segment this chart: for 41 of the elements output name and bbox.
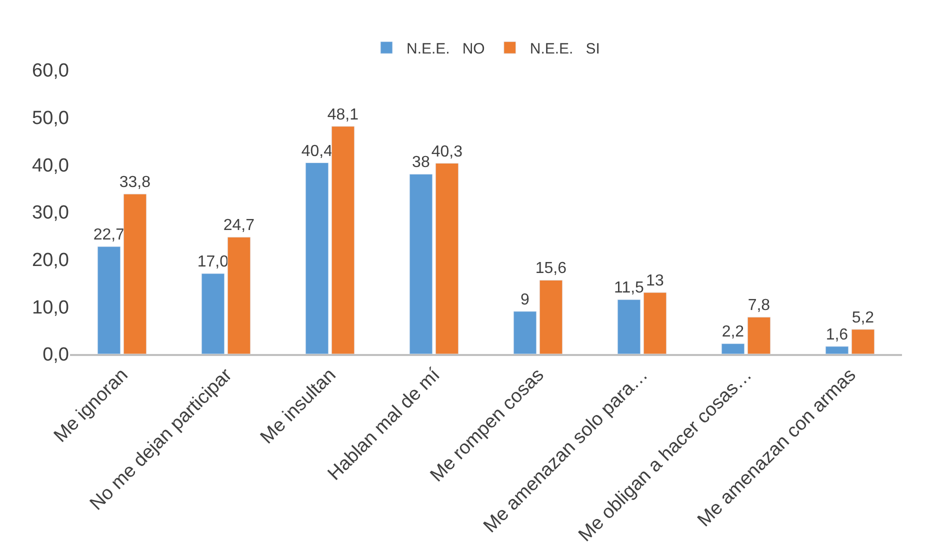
- bar: [643, 292, 667, 354]
- data-label: 11,5: [614, 280, 644, 297]
- data-label: 40,4: [301, 142, 333, 160]
- y-tick-label: 60,0: [32, 60, 69, 82]
- bar: [825, 346, 849, 354]
- data-label: 1,6: [826, 326, 848, 344]
- data-label: 40,3: [431, 143, 463, 160]
- data-label: 33,8: [119, 174, 151, 192]
- y-tick-label: 40,0: [32, 155, 69, 176]
- bar: [97, 246, 121, 354]
- bar: [331, 126, 355, 354]
- bar: [617, 299, 641, 354]
- bar: [721, 343, 745, 354]
- bar: [539, 280, 563, 354]
- legend-label: N.E.E. SI: [530, 40, 600, 58]
- bar: [851, 329, 875, 354]
- bar: [513, 311, 537, 354]
- bar: [435, 163, 459, 354]
- bar: [747, 316, 771, 354]
- data-label: 7,8: [748, 297, 770, 314]
- y-tick-label: 20,0: [32, 250, 69, 271]
- data-label: 5,2: [852, 309, 874, 326]
- bar: [201, 273, 225, 354]
- y-tick-label: 10,0: [32, 297, 69, 318]
- data-label: 2,2: [722, 324, 744, 341]
- bar: [123, 194, 147, 354]
- bar: [227, 236, 251, 354]
- data-label: 17,0: [197, 254, 229, 271]
- data-label: 13: [646, 272, 664, 290]
- y-tick-label: 50,0: [32, 108, 69, 129]
- data-label: 9: [520, 291, 530, 308]
- data-label: 22,7: [93, 226, 125, 244]
- bar: [305, 162, 329, 354]
- data-label: 38: [412, 154, 430, 172]
- y-tick-label: 0,0: [42, 344, 69, 366]
- data-label: 48,1: [327, 106, 359, 124]
- bar: [409, 174, 433, 354]
- legend-label: N.E.E. NO: [406, 40, 485, 58]
- data-label: 15,6: [535, 260, 567, 278]
- y-tick-label: 30,0: [32, 202, 69, 224]
- data-label: 24,7: [223, 217, 255, 234]
